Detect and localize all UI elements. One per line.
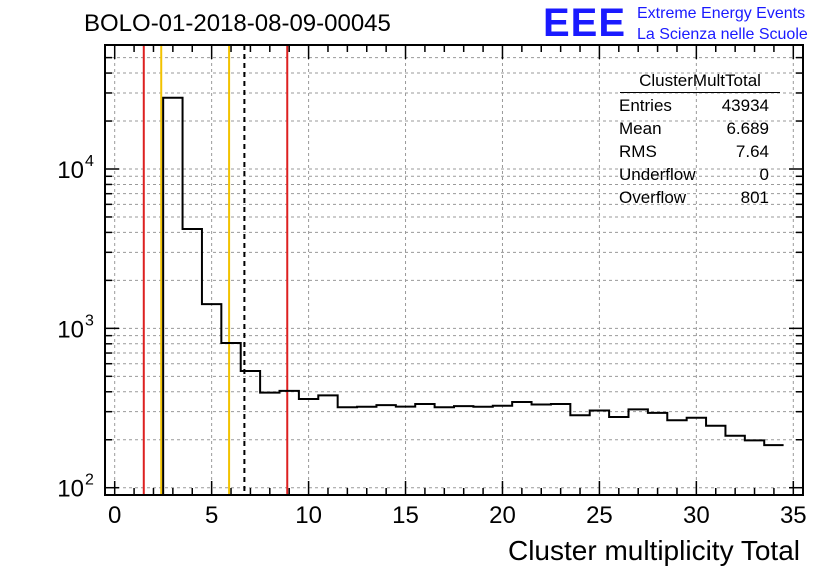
y-tick-label: 10 xyxy=(57,476,84,503)
y-tick-label: 10 xyxy=(57,316,84,343)
stats-label: RMS xyxy=(619,142,657,161)
axis-ticks xyxy=(105,44,803,495)
stats-title: ClusterMultTotal xyxy=(620,71,780,93)
stats-value: 0 xyxy=(759,165,769,184)
plot-frame xyxy=(104,44,804,496)
y-tick-exponent: 3 xyxy=(85,312,94,329)
y-tick-exponent: 4 xyxy=(85,153,94,170)
x-tick-label: 30 xyxy=(683,502,710,529)
x-tick-label: 10 xyxy=(295,502,322,529)
histogram-step-line xyxy=(162,96,784,495)
stats-row-underflow: Underflow 0 xyxy=(612,163,780,186)
x-tick-label: 0 xyxy=(108,502,121,529)
x-tick-label: 15 xyxy=(392,502,419,529)
stats-label: Mean xyxy=(619,119,662,138)
run-title: BOLO-01-2018-08-09-00045 xyxy=(84,10,391,37)
stats-label: Overflow xyxy=(619,188,687,207)
stats-row-entries: Entries 43934 xyxy=(612,94,780,117)
x-tick-label: 35 xyxy=(780,502,807,529)
eee-logo: EEE xyxy=(543,1,627,45)
vertical-lines xyxy=(142,45,289,495)
stats-value: 6.689 xyxy=(726,119,769,138)
stats-label: Underflow xyxy=(619,165,696,184)
stats-value: 43934 xyxy=(721,96,769,115)
y-tick-exponent: 2 xyxy=(85,472,94,489)
x-tick-label: 5 xyxy=(205,502,218,529)
stats-row-overflow: Overflow 801 xyxy=(612,186,780,209)
logo-caption-line2: La Scienza nelle Scuole xyxy=(637,26,808,43)
stats-row-rms: RMS 7.64 xyxy=(612,140,780,163)
x-tick-label: 20 xyxy=(489,502,516,529)
stats-label: Entries xyxy=(619,96,672,115)
stats-value: 801 xyxy=(740,188,769,207)
stats-row-mean: Mean 6.689 xyxy=(612,117,780,140)
x-tick-label: 25 xyxy=(586,502,613,529)
stats-value: 7.64 xyxy=(735,142,769,161)
stats-box: ClusterMultTotal Entries 43934 Mean 6.68… xyxy=(612,71,780,209)
x-axis-label: Cluster multiplicity Total xyxy=(508,535,800,566)
logo-caption: Extreme Energy Events La Scienza nelle S… xyxy=(637,3,808,45)
logo-caption-line1: Extreme Energy Events xyxy=(637,5,806,22)
y-tick-label: 10 xyxy=(57,157,84,184)
